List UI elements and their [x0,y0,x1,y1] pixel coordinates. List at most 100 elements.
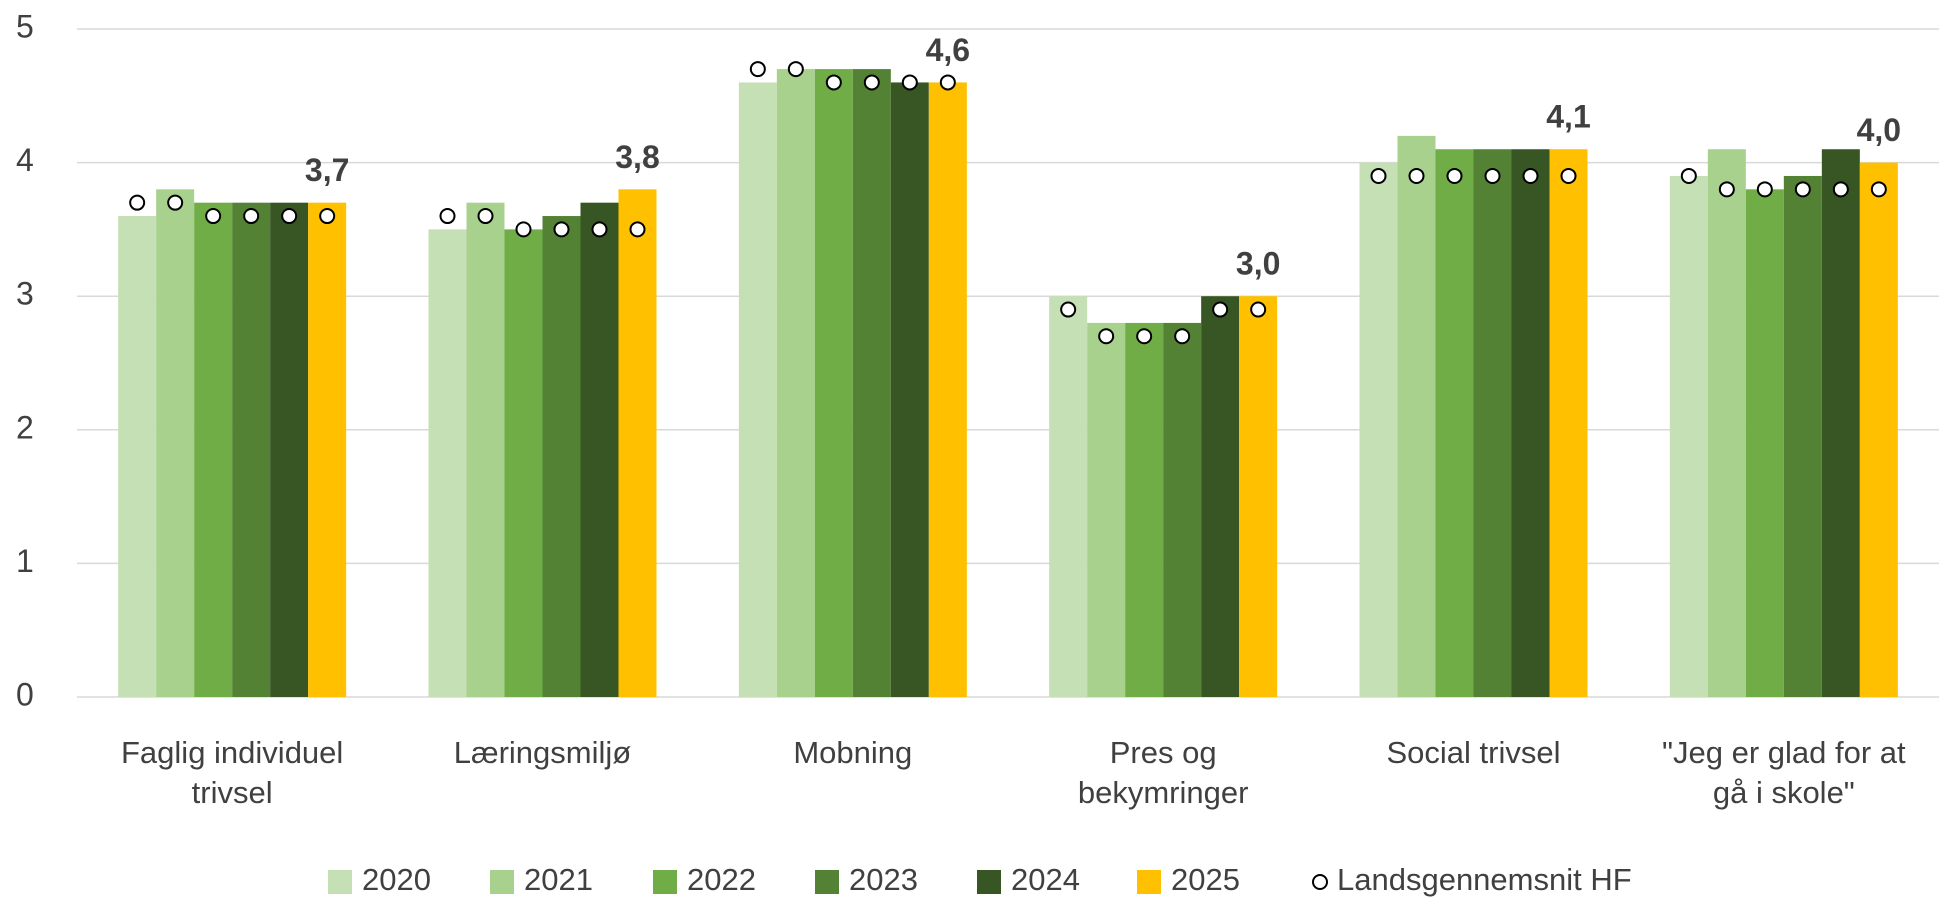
legend-label: Landsgennemsnit HF [1337,862,1632,897]
bar [1087,322,1126,697]
data-label: 4,6 [926,32,970,68]
bar [1783,175,1822,697]
bar [776,69,815,697]
bar [466,202,505,697]
average-dot [1484,167,1501,184]
bar [1397,135,1436,697]
legend-label: 2023 [849,862,918,897]
average-dot [319,208,336,225]
average-dot [1408,167,1425,184]
average-dot [129,194,146,211]
average-dot [243,208,260,225]
bar [1049,296,1088,697]
y-tick-label: 1 [16,543,34,579]
bar [308,202,347,697]
bar [1201,296,1240,697]
average-dot [167,194,184,211]
bar [156,189,195,697]
bar [580,202,619,697]
y-tick-label: 3 [16,276,34,312]
bar [618,189,657,697]
bar [814,69,853,697]
bar [1435,149,1474,698]
legend-swatch [490,870,514,894]
bar [1669,175,1708,697]
average-dot [1370,167,1387,184]
bar [1707,149,1746,698]
bar [542,216,581,698]
average-dot [787,61,804,78]
average-dot [825,74,842,91]
average-dot [553,221,570,238]
bar [1163,322,1202,697]
average-dot [591,221,608,238]
average-dot [1756,181,1773,198]
legend-label: 2022 [687,862,756,897]
y-tick-label: 0 [16,676,34,712]
bar [194,202,233,697]
average-dot [901,74,918,91]
average-dot [939,74,956,91]
average-dot [1174,328,1191,345]
average-dot [1060,301,1077,318]
bar [1745,189,1784,697]
bar [1473,149,1512,698]
bar [1859,162,1898,698]
bar [1511,149,1550,698]
average-dot [863,74,880,91]
x-tick-label: Læringsmiljø [453,735,632,770]
average-dot [1098,328,1115,345]
bar [738,82,777,697]
x-tick-label: Mobning [793,735,913,770]
data-label: 3,0 [1236,246,1280,282]
average-dot [1832,181,1849,198]
legend-label: 2020 [362,862,431,897]
bar [890,82,929,697]
legend-swatch [653,870,677,894]
data-label: 4,1 [1546,99,1590,135]
bar [504,229,543,697]
data-label: 3,7 [305,152,349,188]
average-dot [1680,167,1697,184]
data-label: 4,0 [1857,112,1901,148]
bar [852,69,891,697]
legend-dot [1312,874,1328,890]
bar [1239,296,1278,697]
bar [428,229,467,697]
bar [928,82,967,697]
average-dot [629,221,646,238]
bar [118,216,157,698]
bar [1359,162,1398,698]
average-dot [1136,328,1153,345]
legend-swatch [815,870,839,894]
legend-swatch [977,870,1001,894]
legend-label: 2025 [1171,862,1240,897]
average-dot [515,221,532,238]
legend-swatch [1137,870,1161,894]
data-label: 3,8 [615,139,659,175]
average-dot [1794,181,1811,198]
legend-swatch [328,870,352,894]
average-dot [1870,181,1887,198]
bar [232,202,271,697]
x-tick-label: Pres og bekymringer [1077,735,1249,811]
legend-label: 2021 [524,862,593,897]
average-dot [1446,167,1463,184]
average-dot [1250,301,1267,318]
y-tick-label: 4 [16,142,34,178]
average-dot [1560,167,1577,184]
average-dot [477,208,494,225]
bar [1549,149,1588,698]
x-tick-label: Social trivsel [1386,735,1561,770]
bar [1821,149,1860,698]
average-dot [1522,167,1539,184]
legend-label: 2024 [1011,862,1080,897]
average-dot [281,208,298,225]
average-dot [1718,181,1735,198]
x-tick-label: "Jeg er glad for at gå i skole" [1662,735,1906,811]
bar [1125,322,1164,697]
average-dot [205,208,222,225]
average-dot [439,208,456,225]
